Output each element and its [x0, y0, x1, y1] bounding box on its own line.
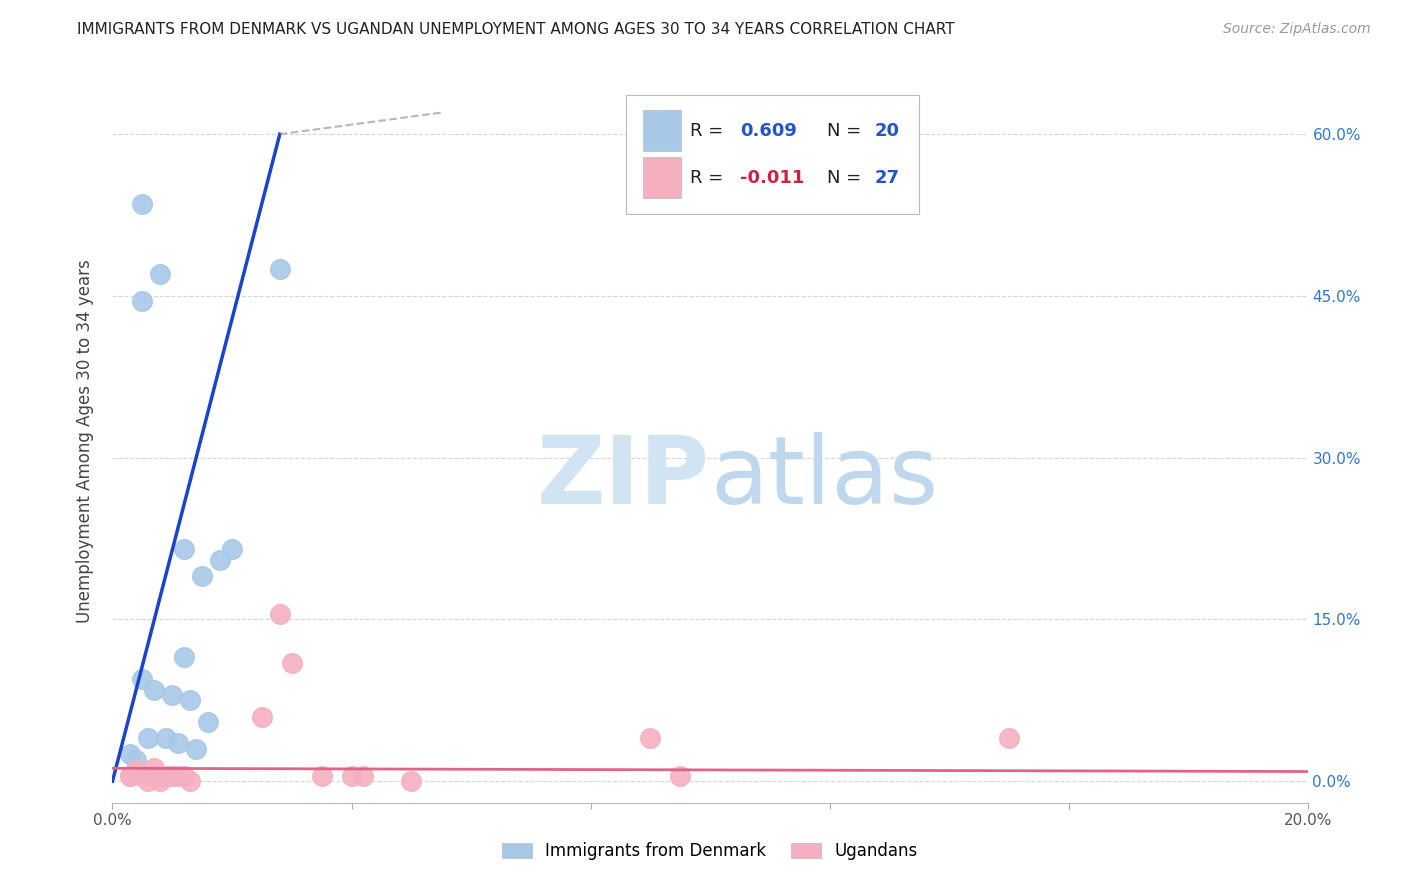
Text: 27: 27 — [875, 169, 900, 186]
FancyBboxPatch shape — [643, 157, 682, 198]
Point — [125, 764, 148, 778]
Point — [138, 769, 160, 783]
Point — [269, 262, 291, 277]
Point — [167, 769, 190, 783]
Point — [173, 769, 195, 783]
Point — [162, 769, 183, 783]
Point — [155, 769, 177, 783]
Point — [131, 294, 153, 309]
Point — [209, 553, 232, 567]
Point — [120, 747, 142, 762]
Text: -0.011: -0.011 — [740, 169, 804, 186]
Point — [131, 672, 153, 686]
Point — [998, 731, 1021, 745]
Point — [149, 268, 172, 282]
Point — [149, 769, 172, 783]
Point — [173, 650, 195, 665]
Text: R =: R = — [690, 169, 728, 186]
Point — [125, 753, 148, 767]
Point — [162, 688, 183, 702]
Point — [138, 731, 160, 745]
Point — [143, 761, 166, 775]
FancyBboxPatch shape — [643, 111, 682, 152]
Text: IMMIGRANTS FROM DENMARK VS UGANDAN UNEMPLOYMENT AMONG AGES 30 TO 34 YEARS CORREL: IMMIGRANTS FROM DENMARK VS UGANDAN UNEMP… — [77, 22, 955, 37]
Point — [311, 769, 333, 783]
Text: atlas: atlas — [710, 432, 938, 524]
Point — [640, 731, 662, 745]
Text: Source: ZipAtlas.com: Source: ZipAtlas.com — [1223, 22, 1371, 37]
Point — [143, 682, 166, 697]
Point — [120, 769, 142, 783]
Y-axis label: Unemployment Among Ages 30 to 34 years: Unemployment Among Ages 30 to 34 years — [76, 260, 94, 624]
FancyBboxPatch shape — [627, 95, 920, 214]
Point — [179, 774, 201, 789]
Point — [269, 607, 291, 621]
Text: 0.609: 0.609 — [740, 122, 797, 140]
Text: R =: R = — [690, 122, 728, 140]
Point — [191, 569, 214, 583]
Legend: Immigrants from Denmark, Ugandans: Immigrants from Denmark, Ugandans — [495, 836, 925, 867]
Point — [131, 197, 153, 211]
Point — [120, 769, 142, 783]
Point — [143, 769, 166, 783]
Point — [221, 542, 243, 557]
Point — [173, 542, 195, 557]
Text: N =: N = — [827, 122, 868, 140]
Point — [131, 769, 153, 783]
Point — [138, 774, 160, 789]
Point — [250, 709, 273, 723]
Point — [155, 731, 177, 745]
Text: N =: N = — [827, 169, 868, 186]
Point — [197, 714, 219, 729]
Point — [353, 769, 375, 783]
Point — [179, 693, 201, 707]
Text: ZIP: ZIP — [537, 432, 710, 524]
Point — [167, 737, 190, 751]
Point — [669, 769, 692, 783]
Point — [340, 769, 363, 783]
Point — [281, 656, 304, 670]
Point — [149, 774, 172, 789]
Point — [401, 774, 423, 789]
Point — [131, 769, 153, 783]
Text: 20: 20 — [875, 122, 900, 140]
Point — [186, 742, 208, 756]
Point — [162, 769, 183, 783]
